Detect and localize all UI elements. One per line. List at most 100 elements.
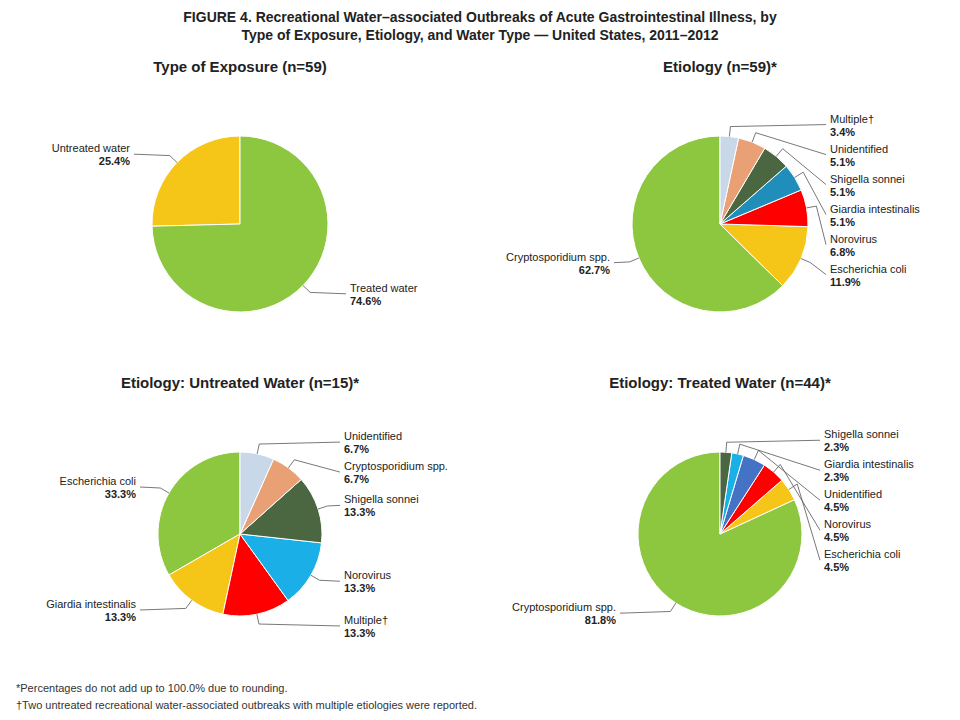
pie-slice (720, 453, 743, 534)
category-label: Giardia intestinalis (46, 598, 136, 610)
value-label: 2.3% (824, 471, 849, 483)
value-label: 4.5% (824, 531, 849, 543)
slice-labels: Untreated water25.4% Treated water74.6% (52, 142, 418, 307)
slice-label: Cryptosporidium spp.6.7% (344, 460, 448, 485)
figure-title: FIGURE 4. Recreational Water–associated … (183, 9, 777, 25)
slices (632, 136, 808, 312)
pie-chart: Type of Exposure (n=59) Untreated water25… (52, 58, 418, 312)
leader-line (795, 172, 826, 214)
category-label: Giardia intestinalis (830, 203, 920, 215)
value-label: 6.7% (344, 473, 369, 485)
category-label: Escherichia coli (60, 475, 136, 487)
category-label: Norovirus (830, 233, 878, 245)
figure-title: Type of Exposure, Etiology, and Water Ty… (241, 27, 718, 43)
value-label: 6.7% (344, 443, 369, 455)
category-label: Unidentified (344, 430, 402, 442)
value-label: 5.1% (830, 216, 855, 228)
category-label: Shigella sonnei (344, 493, 419, 505)
slice-label: Untreated water25.4% (52, 142, 131, 167)
leader-line (140, 487, 169, 493)
pie-chart: Etiology (n=59)* Cryptosporidium spp.62.7… (506, 58, 920, 312)
value-label: 33.3% (105, 488, 136, 500)
value-label: 13.3% (105, 611, 136, 623)
pie-chart: Etiology: Treated Water (n=44)* Cryptospo… (512, 374, 914, 626)
value-label: 13.3% (344, 506, 375, 518)
slice-label: Multiple†13.3% (344, 614, 388, 639)
slice-label: Unidentified4.5% (824, 488, 882, 513)
slice-label: Shigella sonnei5.1% (830, 173, 905, 198)
slice-label: Norovirus13.3% (344, 569, 392, 594)
value-label: 81.8% (585, 614, 616, 626)
value-label: 2.3% (824, 441, 849, 453)
category-label: Multiple† (830, 113, 874, 125)
leader-line (303, 285, 346, 293)
leader-line (807, 206, 826, 244)
category-label: Shigella sonnei (830, 173, 905, 185)
value-label: 3.4% (830, 126, 855, 138)
slice-label: Escherichia coli33.3% (60, 475, 137, 500)
category-label: Cryptosporidium spp. (512, 601, 616, 613)
leader-line (620, 603, 676, 613)
leader-line (754, 450, 820, 500)
slice-label: Cryptosporidium spp.62.7% (506, 251, 610, 276)
slice-label: Escherichia coli4.5% (824, 548, 900, 573)
background (0, 0, 960, 720)
category-label: Giardia intestinalis (824, 458, 914, 470)
value-label: 4.5% (824, 561, 849, 573)
leader-line (752, 133, 826, 155)
category-label: Shigella sonnei (824, 428, 899, 440)
pie-slice (240, 452, 274, 534)
category-label: Escherichia coli (824, 548, 900, 560)
leader-line (311, 575, 340, 581)
category-label: Multiple† (344, 614, 388, 626)
pie-slice (152, 136, 328, 312)
value-label: 5.1% (830, 156, 855, 168)
leader-line (726, 440, 820, 452)
value-label: 62.7% (579, 264, 610, 276)
category-label: Norovirus (344, 569, 392, 581)
slice-label: Multiple†3.4% (830, 113, 874, 138)
category-label: Unidentified (830, 143, 888, 155)
leader-line (257, 442, 340, 454)
slice-label: Giardia intestinalis5.1% (830, 203, 920, 228)
category-label: Untreated water (52, 142, 131, 154)
slices (158, 452, 322, 616)
footnote: *Percentages do not add up to 100.0% due… (16, 682, 288, 694)
slice-label: Escherichia coli11.9% (830, 263, 906, 288)
leader-line (801, 259, 826, 275)
category-label: Escherichia coli (830, 263, 906, 275)
slice-label: Giardia intestinalis13.3% (46, 598, 136, 623)
chart-title: Etiology: Treated Water (n=44)* (609, 374, 831, 391)
pie-slice (720, 224, 808, 286)
slice-label: Treated water74.6% (350, 282, 418, 307)
value-label: 4.5% (824, 501, 849, 513)
value-label: 11.9% (830, 276, 861, 288)
pie-chart: Etiology: Untreated Water (n=15)* Escheri… (46, 374, 448, 639)
slices (638, 452, 802, 616)
leader-line (134, 154, 177, 162)
leader-line (738, 444, 820, 470)
leader-line (774, 464, 820, 530)
chart-title: Etiology: Untreated Water (n=15)* (121, 374, 359, 391)
slice-label: Unidentified6.7% (344, 430, 402, 455)
slice-label: Norovirus6.8% (830, 233, 878, 258)
footnote: †Two untreated recreational water-associ… (16, 699, 477, 711)
pie-slice (240, 534, 322, 600)
leader-line (318, 505, 340, 509)
slice-labels: Escherichia coli33.3% Giardia intestinali… (46, 430, 448, 639)
slice-label: Norovirus4.5% (824, 518, 872, 543)
pie-slice (638, 452, 802, 616)
value-label: 74.6% (350, 295, 381, 307)
slices (152, 136, 328, 312)
slice-label: Cryptosporidium spp.81.8% (512, 601, 616, 626)
leader-line (140, 600, 192, 610)
leader-line (729, 125, 826, 137)
slice-labels: Cryptosporidium spp.81.8% Escherichia col… (512, 428, 914, 626)
value-label: 13.3% (344, 582, 375, 594)
leader-line (288, 460, 340, 472)
chart-title: Etiology (n=59)* (663, 58, 777, 75)
pie-slice (152, 136, 240, 226)
slice-label: Giardia intestinalis2.3% (824, 458, 914, 483)
category-label: Cryptosporidium spp. (506, 251, 610, 263)
chart-title: Type of Exposure (n=59) (153, 58, 327, 75)
